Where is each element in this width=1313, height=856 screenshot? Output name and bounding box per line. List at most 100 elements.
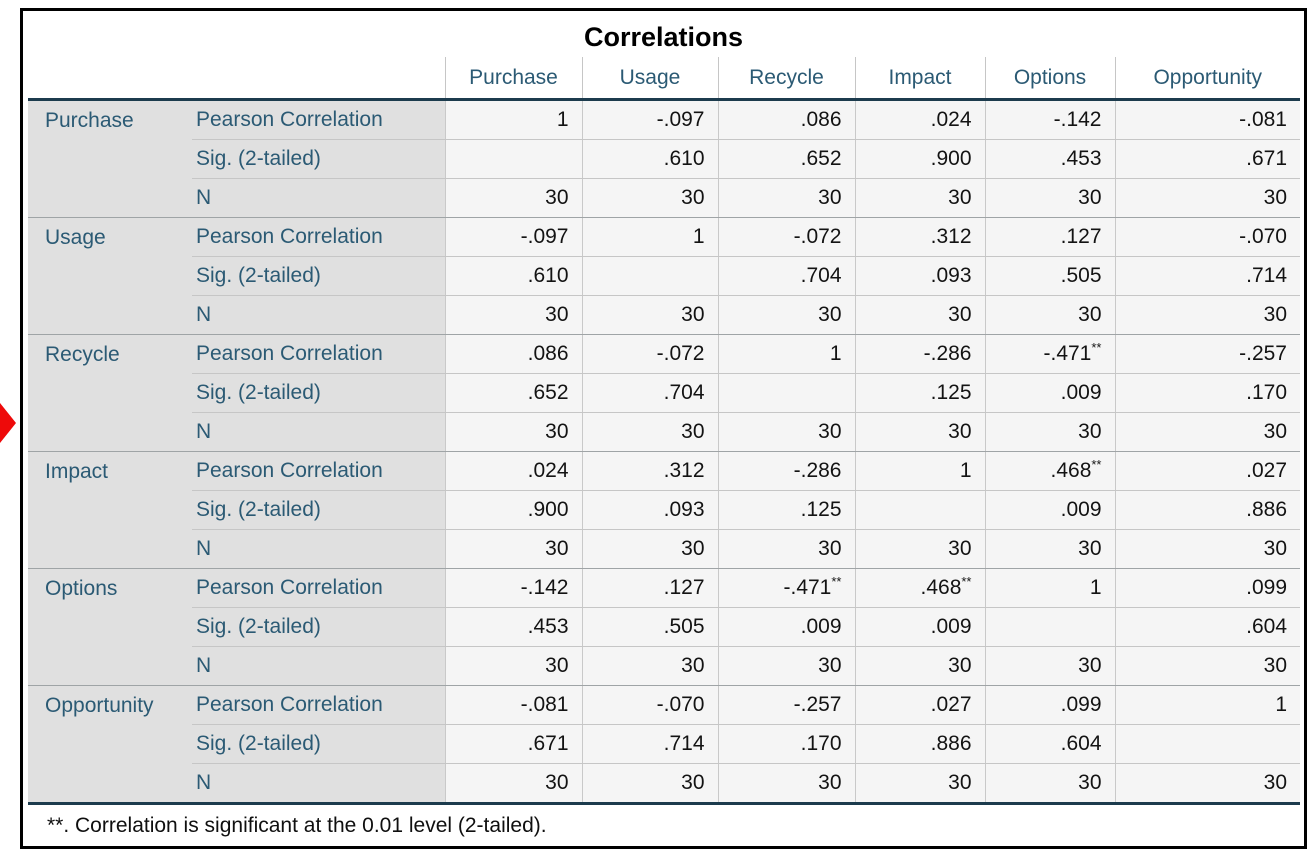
value-cell: .886 [854, 724, 985, 764]
value-cell: 1 [444, 99, 582, 140]
row-variable-label: Options [28, 568, 192, 686]
cell-value: 30 [948, 303, 972, 326]
table-row: N 30 30 30 30 30 30 [28, 412, 1300, 452]
value-cell: 30 [984, 646, 1115, 686]
value-cell: -.142 [444, 568, 582, 608]
table-row: Sig. (2-tailed) .652 .704 .125 .009 .170 [28, 373, 1300, 413]
cell-value: 30 [818, 420, 842, 443]
value-cell: .170 [1114, 373, 1300, 413]
value-cell: .027 [1114, 451, 1300, 491]
value-cell: .714 [1114, 256, 1300, 296]
value-cell: .093 [854, 256, 985, 296]
value-cell: -.286 [854, 334, 985, 374]
significance-stars: ** [961, 574, 972, 589]
cell-value: 30 [948, 420, 972, 443]
cell-value: .024 [930, 108, 972, 131]
value-cell: -.471** [717, 568, 855, 608]
value-cell: .671 [444, 724, 582, 764]
value-cell [1114, 724, 1300, 764]
value-cell: 30 [1114, 646, 1300, 686]
value-cell: .312 [581, 451, 718, 491]
cell-value: -.081 [520, 693, 569, 716]
table-row: N 30 30 30 30 30 30 [28, 646, 1300, 686]
row-variable-label: Impact [28, 451, 192, 569]
cell-value: 30 [1078, 771, 1102, 794]
value-cell: .099 [1114, 568, 1300, 608]
value-cell: 1 [854, 451, 985, 491]
cell-value: 30 [1263, 537, 1287, 560]
value-cell: 30 [984, 763, 1115, 805]
value-cell: .610 [581, 139, 718, 179]
page-title: Correlations [583, 22, 744, 52]
value-cell: .604 [984, 724, 1115, 764]
row-stat-label: Sig. (2-tailed) [192, 256, 445, 296]
cell-value: 30 [545, 771, 569, 794]
row-stat-label: N [192, 763, 445, 805]
cell-value: 1 [1275, 693, 1287, 716]
cell-value: 30 [545, 303, 569, 326]
cell-value: .027 [930, 693, 972, 716]
value-cell: 30 [444, 763, 582, 805]
value-cell: 1 [984, 568, 1115, 608]
cell-value: .093 [663, 498, 705, 521]
row-stat-label: Sig. (2-tailed) [192, 373, 445, 413]
table-row: Recycle Pearson Correlation .086 -.072 1 -.28… [28, 334, 1300, 452]
value-cell: 30 [717, 529, 855, 569]
significance-footnote: **. Correlation is significant at the 0.… [47, 814, 547, 837]
cell-value: 30 [1263, 420, 1287, 443]
cell-value: .468 [920, 576, 962, 599]
row-stat-label: N [192, 412, 445, 452]
value-cell: .505 [984, 256, 1115, 296]
value-cell: 30 [1114, 412, 1300, 452]
cell-value: 30 [1263, 654, 1287, 677]
cell-value: 1 [556, 108, 569, 131]
cell-value: 30 [545, 420, 569, 443]
row-variable-label: Purchase [28, 99, 192, 218]
cell-value: 30 [681, 303, 705, 326]
correlation-table[interactable]: Purchase Usage Recycle Impact Options Op… [28, 57, 1300, 805]
value-cell: 30 [854, 295, 985, 335]
cell-value: 30 [948, 654, 972, 677]
value-cell: .009 [984, 490, 1115, 530]
cell-value: .086 [527, 342, 569, 365]
column-header-impact: Impact [854, 57, 985, 101]
value-cell: 30 [984, 295, 1115, 335]
value-cell: .610 [444, 256, 582, 296]
cell-value: .505 [1060, 264, 1102, 287]
cell-value: 1 [692, 225, 705, 248]
row-stat-label: Sig. (2-tailed) [192, 139, 445, 179]
cell-value: .900 [527, 498, 569, 521]
value-cell: .086 [444, 334, 582, 374]
value-cell: .125 [717, 490, 855, 530]
value-cell: 30 [581, 763, 718, 805]
table-row: N 30 30 30 30 30 30 [28, 529, 1300, 569]
cell-value: 30 [818, 303, 842, 326]
value-cell: .900 [854, 139, 985, 179]
cell-value: .886 [1246, 498, 1287, 521]
value-cell [984, 607, 1115, 647]
significance-stars: ** [831, 574, 842, 589]
table-row: Purchase Pearson Correlation 1 -.097 .086 .02… [28, 99, 1300, 218]
value-cell: .453 [984, 139, 1115, 179]
cell-value: 30 [681, 537, 705, 560]
cell-value: 30 [948, 186, 972, 209]
table-row: Opportunity Pearson Correlation -.081 -.070… [28, 685, 1300, 805]
value-cell [444, 139, 582, 179]
value-cell: .453 [444, 607, 582, 647]
value-cell: 30 [444, 295, 582, 335]
value-cell: .468** [984, 451, 1115, 491]
value-cell: 1 [581, 217, 718, 257]
cell-value: 30 [1263, 186, 1287, 209]
value-cell: -.286 [717, 451, 855, 491]
value-cell: 30 [444, 412, 582, 452]
cell-value: 30 [948, 537, 972, 560]
cell-value: -.097 [520, 225, 569, 248]
cell-value: .468 [1050, 459, 1092, 482]
cell-value: -.471 [783, 576, 832, 599]
value-cell: -.072 [581, 334, 718, 374]
cell-value: .125 [930, 381, 972, 404]
value-cell: 30 [984, 529, 1115, 569]
cell-value: .099 [1246, 576, 1287, 599]
cell-value: .027 [1246, 459, 1287, 482]
row-variable-label: Opportunity [28, 685, 192, 805]
